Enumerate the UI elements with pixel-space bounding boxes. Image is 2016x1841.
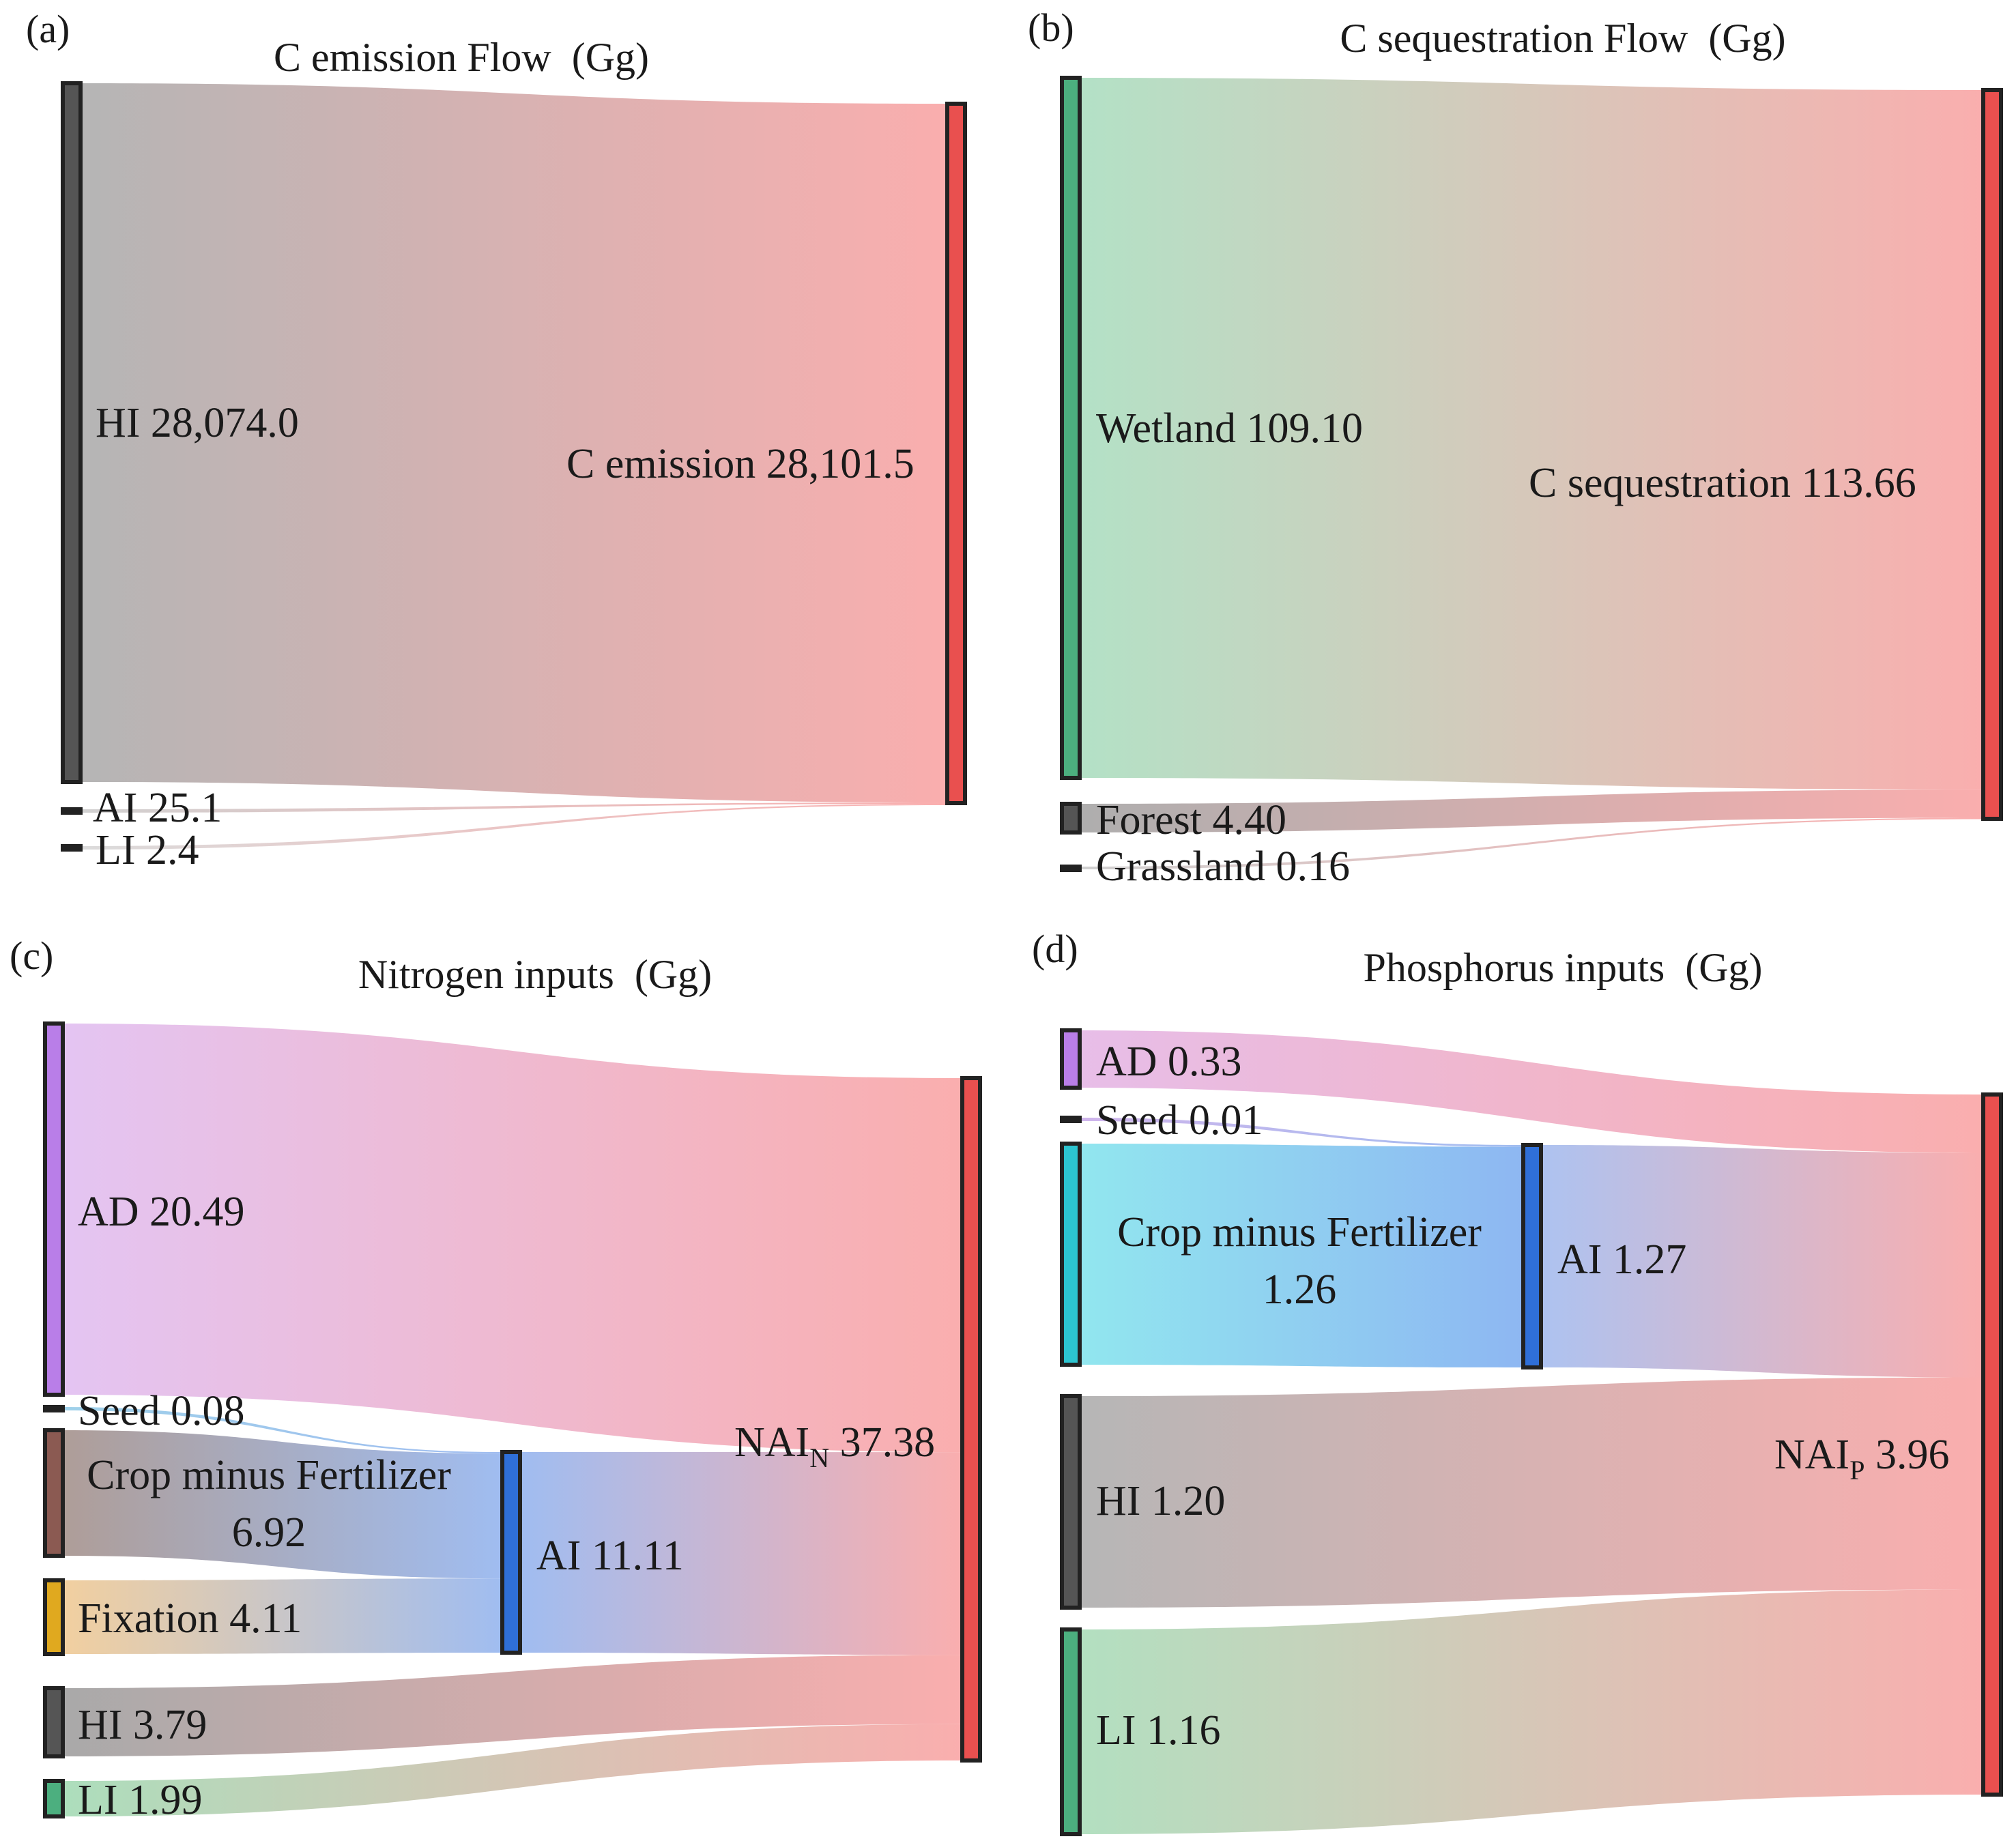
node-label-crop: Crop minus Fertilizer	[1117, 1209, 1482, 1256]
panel-title-d: Phosphorus inputs (Gg)	[1363, 945, 1762, 990]
node-hi	[1060, 1394, 1082, 1610]
node-hi	[43, 1686, 65, 1758]
panel-title-a: C emission Flow (Gg)	[274, 35, 649, 80]
node-c	[945, 102, 967, 805]
node-label-nai: NAIN 37.38	[734, 1419, 935, 1473]
node-ad	[43, 1021, 65, 1397]
node-hi	[61, 81, 83, 784]
flow-seed-to-ai	[1080, 1118, 1523, 1147]
node-label-ai: AI 11.11	[536, 1533, 684, 1579]
node-ad	[1060, 1028, 1082, 1090]
flow-ai-to-c	[81, 802, 947, 813]
flow-hi-to-nai	[1080, 1377, 1983, 1608]
node-label-ad: AD 0.33	[1096, 1039, 1242, 1085]
links-layer	[63, 78, 1983, 1834]
panel-letter-a: (a)	[26, 7, 70, 51]
node-label-li: LI 1.16	[1096, 1707, 1221, 1754]
node-label-li: LI 1.99	[78, 1777, 203, 1823]
node-forest	[1060, 802, 1082, 835]
node-crop	[1060, 1142, 1082, 1367]
node-crop	[43, 1428, 65, 1558]
node-label-ai: AI 25.1	[93, 785, 222, 831]
node-cs	[1981, 88, 2003, 821]
node-nai	[1981, 1092, 2003, 1797]
node-value-crop: 6.92	[232, 1509, 306, 1556]
flow-ai-to-nai	[1541, 1145, 1983, 1378]
node-label-ai: AI 1.27	[1557, 1236, 1686, 1283]
node-li	[1060, 1627, 1082, 1836]
node-fix	[43, 1578, 65, 1656]
node-label-nai: NAIP 3.96	[1774, 1432, 1949, 1485]
node-label-seed: Seed 0.01	[1096, 1097, 1263, 1144]
node-label-seed: Seed 0.08	[78, 1388, 245, 1434]
flow-hi-to-c	[81, 83, 947, 802]
node-label-hi: HI 1.20	[1096, 1478, 1225, 1524]
panel-title-c: Nitrogen inputs (Gg)	[358, 952, 712, 997]
node-ai	[500, 1450, 522, 1655]
node-nai	[960, 1076, 982, 1763]
node-seed	[1060, 1116, 1082, 1123]
flow-crop-to-ai	[1080, 1144, 1523, 1367]
node-grassland	[1060, 865, 1082, 872]
node-label-hi: HI 28,074.0	[96, 400, 299, 446]
flow-wetland-to-cs	[1080, 78, 1983, 790]
flow-seed-to-ai	[63, 1407, 502, 1454]
nodes-layer	[43, 76, 2003, 1836]
flow-li-to-c	[81, 803, 947, 850]
node-label-fix: Fixation 4.11	[78, 1595, 302, 1642]
node-label-c: C emission 28,101.5	[566, 441, 915, 487]
panel-letter-d: (d)	[1032, 927, 1078, 971]
flow-grassland-to-cs	[1080, 817, 1983, 869]
labels-layer: HI 28,074.0 AI 25.1LI 2.4 C emission 28,10…	[78, 400, 1949, 1823]
node-value-crop: 1.26	[1263, 1266, 1337, 1313]
flow-crop-to-ai	[63, 1430, 502, 1579]
node-ai	[61, 807, 83, 815]
node-label-crop: Crop minus Fertilizer	[87, 1452, 451, 1498]
node-label-li: LI 2.4	[96, 827, 199, 873]
panel-letter-b: (b)	[1028, 5, 1074, 50]
node-li	[43, 1779, 65, 1818]
flow-forest-to-cs	[1080, 789, 1983, 832]
node-label-wetland: Wetland 109.10	[1096, 405, 1363, 452]
panel-letter-c: (c)	[10, 933, 53, 978]
node-ai	[1521, 1143, 1543, 1369]
node-label-hi: HI 3.79	[78, 1702, 207, 1748]
panel-title-b: C sequestration Flow (Gg)	[1340, 16, 1785, 61]
flow-ad-to-nai	[1080, 1030, 1983, 1153]
node-label-ad: AD 20.49	[78, 1189, 245, 1235]
node-li	[61, 844, 83, 852]
flow-hi-to-nai	[63, 1655, 962, 1756]
node-wetland	[1060, 76, 1082, 780]
node-label-grassland: Grassland 0.16	[1096, 843, 1350, 890]
flow-li-to-nai	[1080, 1589, 1983, 1834]
flow-ai-to-nai	[520, 1452, 962, 1655]
flow-li-to-nai	[63, 1724, 962, 1816]
node-label-cs: C sequestration 113.66	[1529, 460, 1916, 506]
node-label-forest: Forest 4.40	[1096, 797, 1286, 843]
flow-ad-to-nai	[63, 1024, 962, 1453]
node-seed	[43, 1405, 65, 1412]
flow-fix-to-ai	[63, 1578, 502, 1654]
